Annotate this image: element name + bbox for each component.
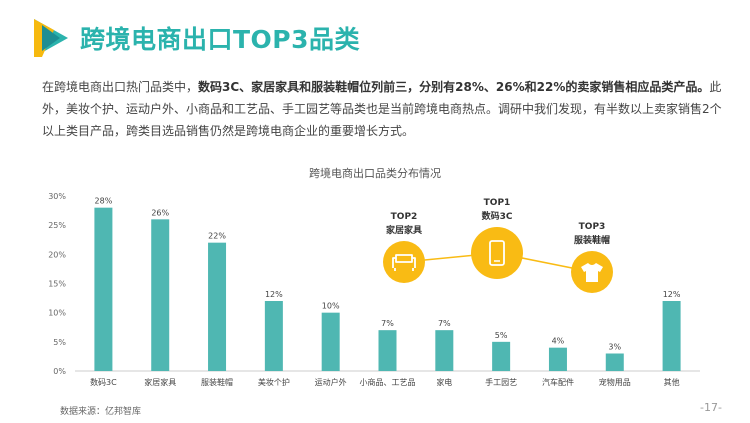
top3-circle (471, 227, 523, 279)
data-label: 28% (95, 197, 113, 206)
data-label: 26% (151, 208, 169, 217)
bar (208, 242, 227, 371)
smartphone-icon (489, 240, 505, 266)
top3-category: 家居家具 (386, 224, 422, 236)
intro-highlight: 数码3C、家居家具和服装鞋帽位列前三，分别有28%、26%和22%的卖家销售相应… (198, 80, 710, 94)
top3-category: 服装鞋帽 (574, 234, 610, 246)
bar (151, 219, 170, 371)
bar (548, 347, 567, 371)
y-tick-label: 10% (48, 309, 66, 318)
x-tick-label: 服装鞋帽 (201, 377, 233, 387)
x-tick-label: 其他 (664, 377, 680, 387)
chart-title: 跨境电商出口品类分布情况 (309, 167, 441, 180)
data-label: 12% (265, 290, 283, 299)
x-tick-label: 运动户外 (315, 377, 347, 387)
bar (662, 301, 681, 371)
data-label: 5% (495, 331, 508, 340)
data-label: 10% (322, 302, 340, 311)
x-tick-label: 手工园艺 (485, 377, 517, 387)
data-label: 22% (208, 232, 226, 241)
y-tick-label: 30% (48, 192, 66, 201)
bar (605, 353, 624, 371)
bar (378, 330, 397, 371)
x-tick-label: 汽车配件 (542, 377, 574, 387)
x-tick-label: 美妆个护 (258, 377, 290, 387)
intro-text-1: 在跨境电商出口热门品类中， (42, 80, 199, 94)
tshirt-icon (581, 263, 603, 282)
x-tick-label: 数码3C (90, 377, 117, 387)
data-source: 数据来源：亿邦智库 (60, 407, 142, 417)
top3-category: 数码3C (482, 210, 513, 222)
y-tick-label: 0% (53, 367, 66, 376)
y-tick-label: 15% (48, 280, 66, 289)
data-label: 7% (438, 319, 451, 328)
x-tick-label: 宠物用品 (599, 377, 631, 387)
data-label: 4% (552, 337, 565, 346)
page-title: 跨境电商出口TOP3品类 (80, 25, 361, 54)
top3-rank: TOP2 (391, 212, 418, 222)
x-tick-label: 家电 (436, 377, 452, 387)
bar (264, 301, 283, 371)
bar (321, 312, 340, 371)
bar (94, 207, 113, 371)
y-tick-label: 5% (53, 338, 66, 347)
data-label: 3% (608, 343, 621, 352)
intro-text-2: 此外，美妆个护、运动户外、小商品和工艺品、手工园艺等品类也是当前跨境电商热点。调… (42, 80, 722, 138)
y-tick-label: 25% (48, 221, 66, 230)
sofa-icon (392, 254, 416, 271)
x-tick-label: 小商品、工艺品 (360, 377, 416, 387)
bar (435, 330, 454, 371)
page-number: -17- (700, 401, 722, 414)
brand-logo-icon (34, 19, 68, 57)
y-tick-label: 20% (48, 250, 66, 259)
top3-rank: TOP3 (579, 222, 606, 232)
data-label: 7% (381, 319, 394, 328)
bar (492, 341, 511, 371)
top3-rank: TOP1 (484, 198, 511, 208)
data-label: 12% (663, 290, 681, 299)
x-tick-label: 家居家具 (144, 377, 176, 387)
intro-paragraph: 在跨境电商出口热门品类中，数码3C、家居家具和服装鞋帽位列前三，分别有28%、2… (42, 76, 722, 142)
